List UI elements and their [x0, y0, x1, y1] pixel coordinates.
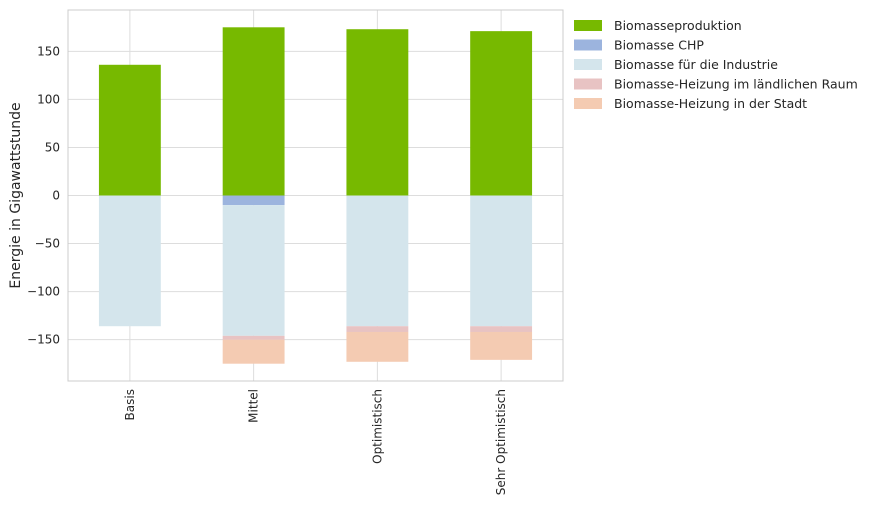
y-tick-label: 50 [45, 140, 60, 154]
y-axis-ticks: −150 −100 −50 0 50 100 150 [27, 44, 60, 346]
bar-segment [470, 331, 533, 360]
x-tick-label: Basis [123, 389, 137, 420]
bar-segment [222, 27, 285, 196]
legend: Biomasseproduktion Biomasse CHP Biomasse f… [574, 18, 858, 111]
y-tick-label: 0 [52, 189, 60, 203]
bar-segment [98, 195, 161, 327]
bar-segment [222, 195, 285, 206]
bar-segment [346, 195, 409, 327]
legend-label: Biomasse CHP [614, 38, 704, 53]
legend-swatch [574, 20, 602, 31]
bars [98, 27, 533, 364]
bar-segment [470, 326, 533, 332]
x-tick-label: Sehr Optimistisch [494, 389, 508, 495]
bar-segment [346, 326, 409, 332]
legend-label: Biomasse-Heizung in der Stadt [614, 96, 807, 111]
y-axis-label: Energie in Gigawattstunde [8, 102, 24, 288]
plot-frame [67, 9, 564, 382]
y-tick-label: −100 [27, 285, 60, 299]
y-tick-label: −150 [27, 333, 60, 347]
x-tick-label: Mittel [247, 389, 261, 423]
legend-label: Biomasse-Heizung im ländlichen Raum [614, 77, 858, 92]
bar-segment [470, 31, 533, 196]
legend-label: Biomasse für die Industrie [614, 57, 778, 72]
legend-swatch [574, 98, 602, 109]
legend-swatch [574, 78, 602, 90]
legend-label: Biomasseproduktion [614, 18, 742, 33]
bar-segment [470, 195, 533, 327]
x-axis-ticks: Basis Mittel Optimistisch Sehr Optimistisch [123, 389, 508, 495]
legend-swatch [574, 39, 602, 51]
bar-segment [98, 64, 161, 196]
bar-segment [346, 331, 409, 362]
legend-swatch [574, 59, 602, 70]
bar-segment [346, 29, 409, 196]
y-tick-label: 150 [37, 44, 60, 58]
bar-segment [222, 205, 285, 336]
y-tick-label: 100 [37, 92, 60, 106]
x-tick-label: Optimistisch [370, 389, 384, 464]
bar-segment [222, 335, 285, 340]
y-tick-label: −50 [35, 237, 60, 251]
bar-segment [222, 339, 285, 364]
